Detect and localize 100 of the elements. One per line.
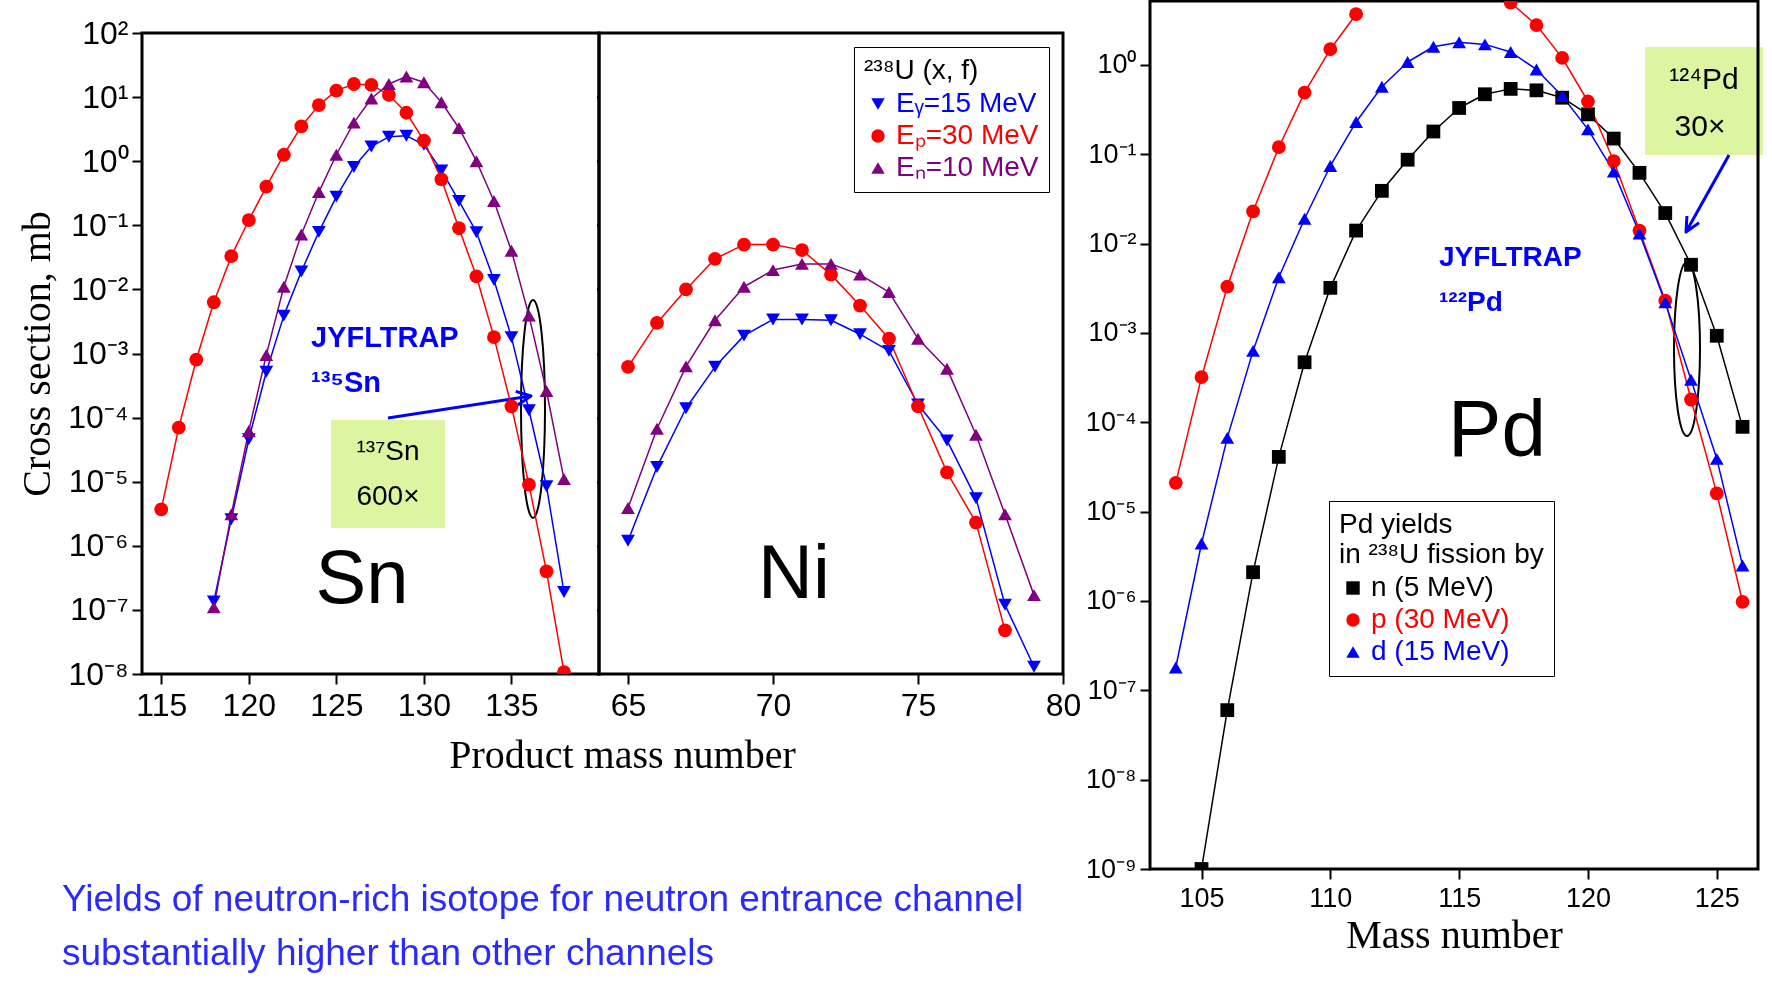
point <box>381 88 396 102</box>
point <box>294 119 309 134</box>
y-tick-label: 10¹ <box>82 78 129 115</box>
y-tick-label: 10⁻⁶ <box>1086 585 1137 616</box>
point <box>824 314 838 327</box>
point <box>1194 537 1209 550</box>
point <box>1709 452 1724 465</box>
point <box>1658 206 1673 220</box>
point <box>522 477 536 492</box>
point <box>940 465 954 480</box>
legend-label: n (5 MeV) <box>1371 571 1494 602</box>
point <box>364 92 379 105</box>
point <box>1529 63 1544 76</box>
point <box>1606 154 1621 168</box>
point <box>1374 183 1389 198</box>
point <box>853 328 867 341</box>
point <box>539 480 554 493</box>
point <box>1606 165 1621 178</box>
y-tick-label: 10⁻⁷ <box>1087 674 1137 705</box>
point <box>1168 661 1183 674</box>
annotation: Pd <box>1448 383 1546 475</box>
point <box>737 280 751 293</box>
point <box>969 515 983 530</box>
point <box>1400 152 1415 167</box>
point <box>1323 280 1338 295</box>
point <box>1246 204 1260 219</box>
annotation: 600× <box>356 480 420 512</box>
x-tick-label: 120 <box>1565 882 1611 913</box>
x-tick-label: 120 <box>222 686 276 723</box>
point <box>1271 140 1286 155</box>
point <box>1529 18 1544 32</box>
point <box>259 179 274 194</box>
point <box>1452 36 1467 49</box>
point <box>1632 227 1647 240</box>
point <box>708 360 722 373</box>
point <box>364 140 379 153</box>
point <box>1581 94 1595 109</box>
point <box>399 129 414 142</box>
point <box>1735 594 1750 609</box>
point <box>650 316 664 330</box>
legend-label: d (15 MeV) <box>1371 635 1510 666</box>
point <box>276 280 291 293</box>
point <box>504 331 519 344</box>
point <box>1581 107 1595 122</box>
x-tick-label: 115 <box>136 686 188 723</box>
point <box>882 331 896 346</box>
x-tick-label: 75 <box>900 686 937 723</box>
annotation: JYFLTRAP <box>1439 241 1582 273</box>
legend-label: Eᵧ=15 MeV <box>896 87 1037 118</box>
point <box>1349 223 1363 238</box>
x-axis-title: Product mass number <box>449 731 796 777</box>
point <box>417 76 431 89</box>
point <box>487 274 501 286</box>
point <box>1168 475 1183 490</box>
point <box>650 422 664 435</box>
x-tick-label: 125 <box>310 686 364 723</box>
x-tick-label: 135 <box>485 686 539 723</box>
point <box>998 598 1012 611</box>
point <box>452 194 466 207</box>
point <box>346 116 361 129</box>
point <box>189 352 204 367</box>
point <box>259 365 274 378</box>
point <box>940 362 954 375</box>
point <box>1529 83 1544 98</box>
point <box>1709 486 1724 501</box>
point <box>998 623 1012 638</box>
point <box>452 121 466 134</box>
point <box>621 534 635 547</box>
legend-label: p (30 MeV) <box>1371 603 1510 634</box>
y-tick-label: 10⁻⁹ <box>1085 853 1137 884</box>
annotation: ¹³⁵Sn <box>311 365 381 399</box>
point <box>708 251 722 266</box>
y-tick-label: 10⁻¹ <box>71 206 129 243</box>
y-axis-title: Cross section, mb <box>14 211 60 497</box>
point <box>276 309 291 322</box>
point <box>1478 87 1492 102</box>
point <box>1426 40 1441 53</box>
y-tick-label: 10⁰ <box>81 142 129 179</box>
y-tick-label: 10⁰ <box>1097 49 1137 80</box>
annotation: ¹²⁴Pd <box>1669 62 1739 96</box>
annotation: Ni <box>758 527 830 615</box>
point <box>969 428 983 441</box>
point <box>1220 703 1235 718</box>
x-tick-label: 125 <box>1694 882 1740 913</box>
point <box>539 564 554 579</box>
point <box>1684 392 1698 407</box>
point <box>399 70 414 83</box>
y-tick-label: 10⁻³ <box>1088 317 1137 348</box>
point <box>206 601 221 614</box>
point <box>650 460 664 473</box>
point <box>381 78 396 90</box>
point <box>504 244 519 257</box>
point <box>276 147 291 162</box>
point <box>346 77 361 91</box>
x-tick-label: 80 <box>1045 686 1082 723</box>
point <box>1297 355 1312 370</box>
point <box>1323 160 1338 172</box>
point <box>206 295 221 310</box>
point <box>1323 42 1338 57</box>
x-tick-label: 65 <box>610 686 647 723</box>
